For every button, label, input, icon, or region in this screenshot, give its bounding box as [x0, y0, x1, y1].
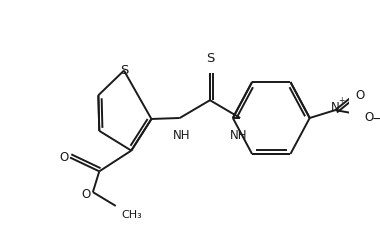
Text: O: O [364, 110, 374, 124]
Text: +: + [339, 96, 345, 105]
Text: O: O [59, 151, 68, 164]
Text: NH: NH [230, 129, 247, 142]
Text: NH: NH [173, 129, 190, 142]
Text: S: S [206, 52, 214, 65]
Text: −: − [372, 113, 380, 125]
Text: S: S [120, 64, 128, 77]
Text: CH₃: CH₃ [121, 210, 142, 220]
Text: N: N [331, 101, 340, 114]
Text: O: O [82, 188, 91, 201]
Text: O: O [355, 89, 365, 102]
